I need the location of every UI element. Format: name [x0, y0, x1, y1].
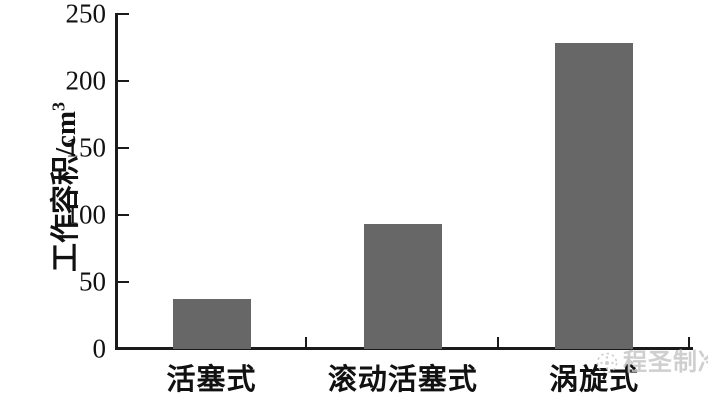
y-axis-title-superscript: 3 — [48, 101, 69, 111]
x-tick-mark — [305, 337, 308, 348]
x-category-label: 活塞式 — [166, 364, 257, 396]
y-tick-label: 200 — [65, 65, 107, 96]
bar-1 — [172, 299, 251, 349]
y-tick-label: 250 — [65, 0, 107, 29]
y-tick-mark — [118, 147, 129, 149]
x-category-label: 滚动活塞式 — [327, 364, 478, 396]
x-tick-mark — [688, 337, 690, 348]
y-tick-label: 150 — [65, 132, 107, 163]
y-tick-mark — [118, 214, 129, 216]
bar-2 — [364, 224, 442, 349]
y-axis-line — [115, 13, 118, 350]
watermark-text: 程圣制冷 — [623, 350, 708, 376]
y-tick-label: 0 — [92, 333, 107, 364]
y-tick-mark — [118, 80, 129, 82]
y-tick-label: 50 — [79, 266, 106, 297]
y-tick-mark — [118, 281, 129, 283]
x-category-label: 涡旋式 — [549, 364, 640, 396]
watermark: 程圣制冷 — [594, 350, 708, 376]
snowflake-circle-icon — [596, 352, 618, 374]
y-tick-mark — [118, 13, 129, 15]
y-tick-label: 100 — [65, 199, 107, 230]
x-tick-mark — [496, 337, 499, 348]
bar-3 — [555, 43, 634, 349]
